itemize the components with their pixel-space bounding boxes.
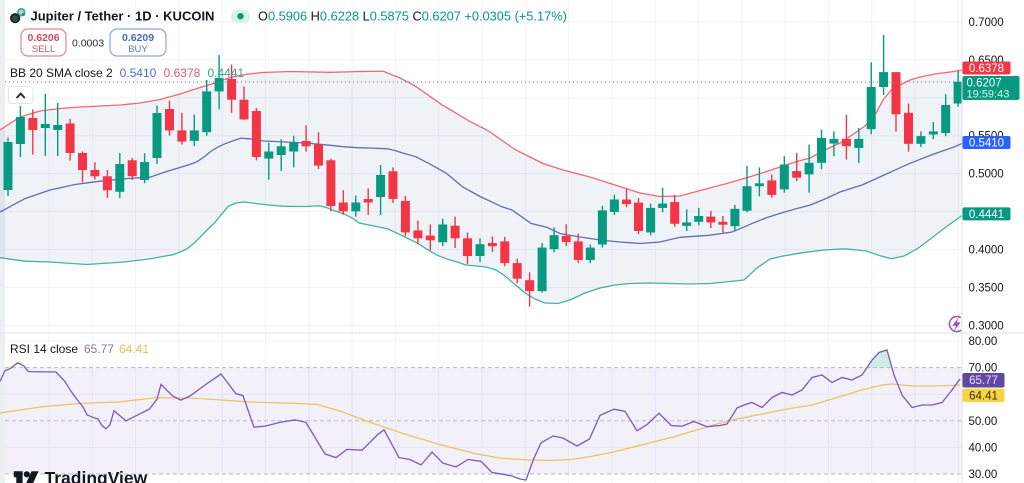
- svg-text:O0.5906 H0.6228 L0.5875 C0.620: O0.5906 H0.6228 L0.5875 C0.6207 +0.0305 …: [258, 9, 567, 24]
- svg-text:SELL: SELL: [32, 44, 55, 55]
- svg-text:0.6207: 0.6207: [967, 78, 1002, 90]
- svg-text:0.7000: 0.7000: [969, 17, 1004, 29]
- svg-text:0.5410: 0.5410: [120, 66, 157, 80]
- svg-text:0.3500: 0.3500: [969, 283, 1004, 295]
- svg-text:BUY: BUY: [128, 44, 148, 55]
- svg-text:BB 20 SMA close 2: BB 20 SMA close 2: [10, 66, 113, 80]
- svg-text:80.00: 80.00: [969, 336, 998, 348]
- svg-text:0.4000: 0.4000: [969, 245, 1004, 257]
- svg-text:0.3000: 0.3000: [969, 320, 1004, 332]
- svg-text:TradingView: TradingView: [45, 468, 148, 483]
- svg-text:0.4441: 0.4441: [208, 66, 245, 80]
- svg-text:64.41: 64.41: [969, 390, 998, 402]
- svg-text:65.77: 65.77: [969, 375, 998, 387]
- svg-text:Jupiter / Tether · 1D · KUCOIN: Jupiter / Tether · 1D · KUCOIN: [31, 9, 215, 24]
- svg-text:65.77: 65.77: [84, 342, 114, 356]
- svg-text:0.0003: 0.0003: [72, 38, 104, 50]
- svg-text:0.5000: 0.5000: [969, 169, 1004, 181]
- svg-text:50.00: 50.00: [969, 416, 998, 428]
- svg-text:0.6209: 0.6209: [122, 32, 154, 44]
- svg-text:RSI 14 close: RSI 14 close: [10, 342, 78, 356]
- svg-text:19:59:43: 19:59:43: [967, 89, 1010, 101]
- svg-text:0.5410: 0.5410: [969, 138, 1004, 150]
- svg-text:40.00: 40.00: [969, 442, 998, 454]
- svg-text:70.00: 70.00: [969, 363, 998, 375]
- svg-text:0.6378: 0.6378: [164, 66, 201, 80]
- svg-text:0.6206: 0.6206: [27, 32, 59, 44]
- svg-text:0.6378: 0.6378: [969, 63, 1004, 75]
- svg-text:64.41: 64.41: [119, 342, 149, 356]
- svg-text:0.4441: 0.4441: [969, 209, 1004, 221]
- svg-text:30.00: 30.00: [969, 469, 998, 481]
